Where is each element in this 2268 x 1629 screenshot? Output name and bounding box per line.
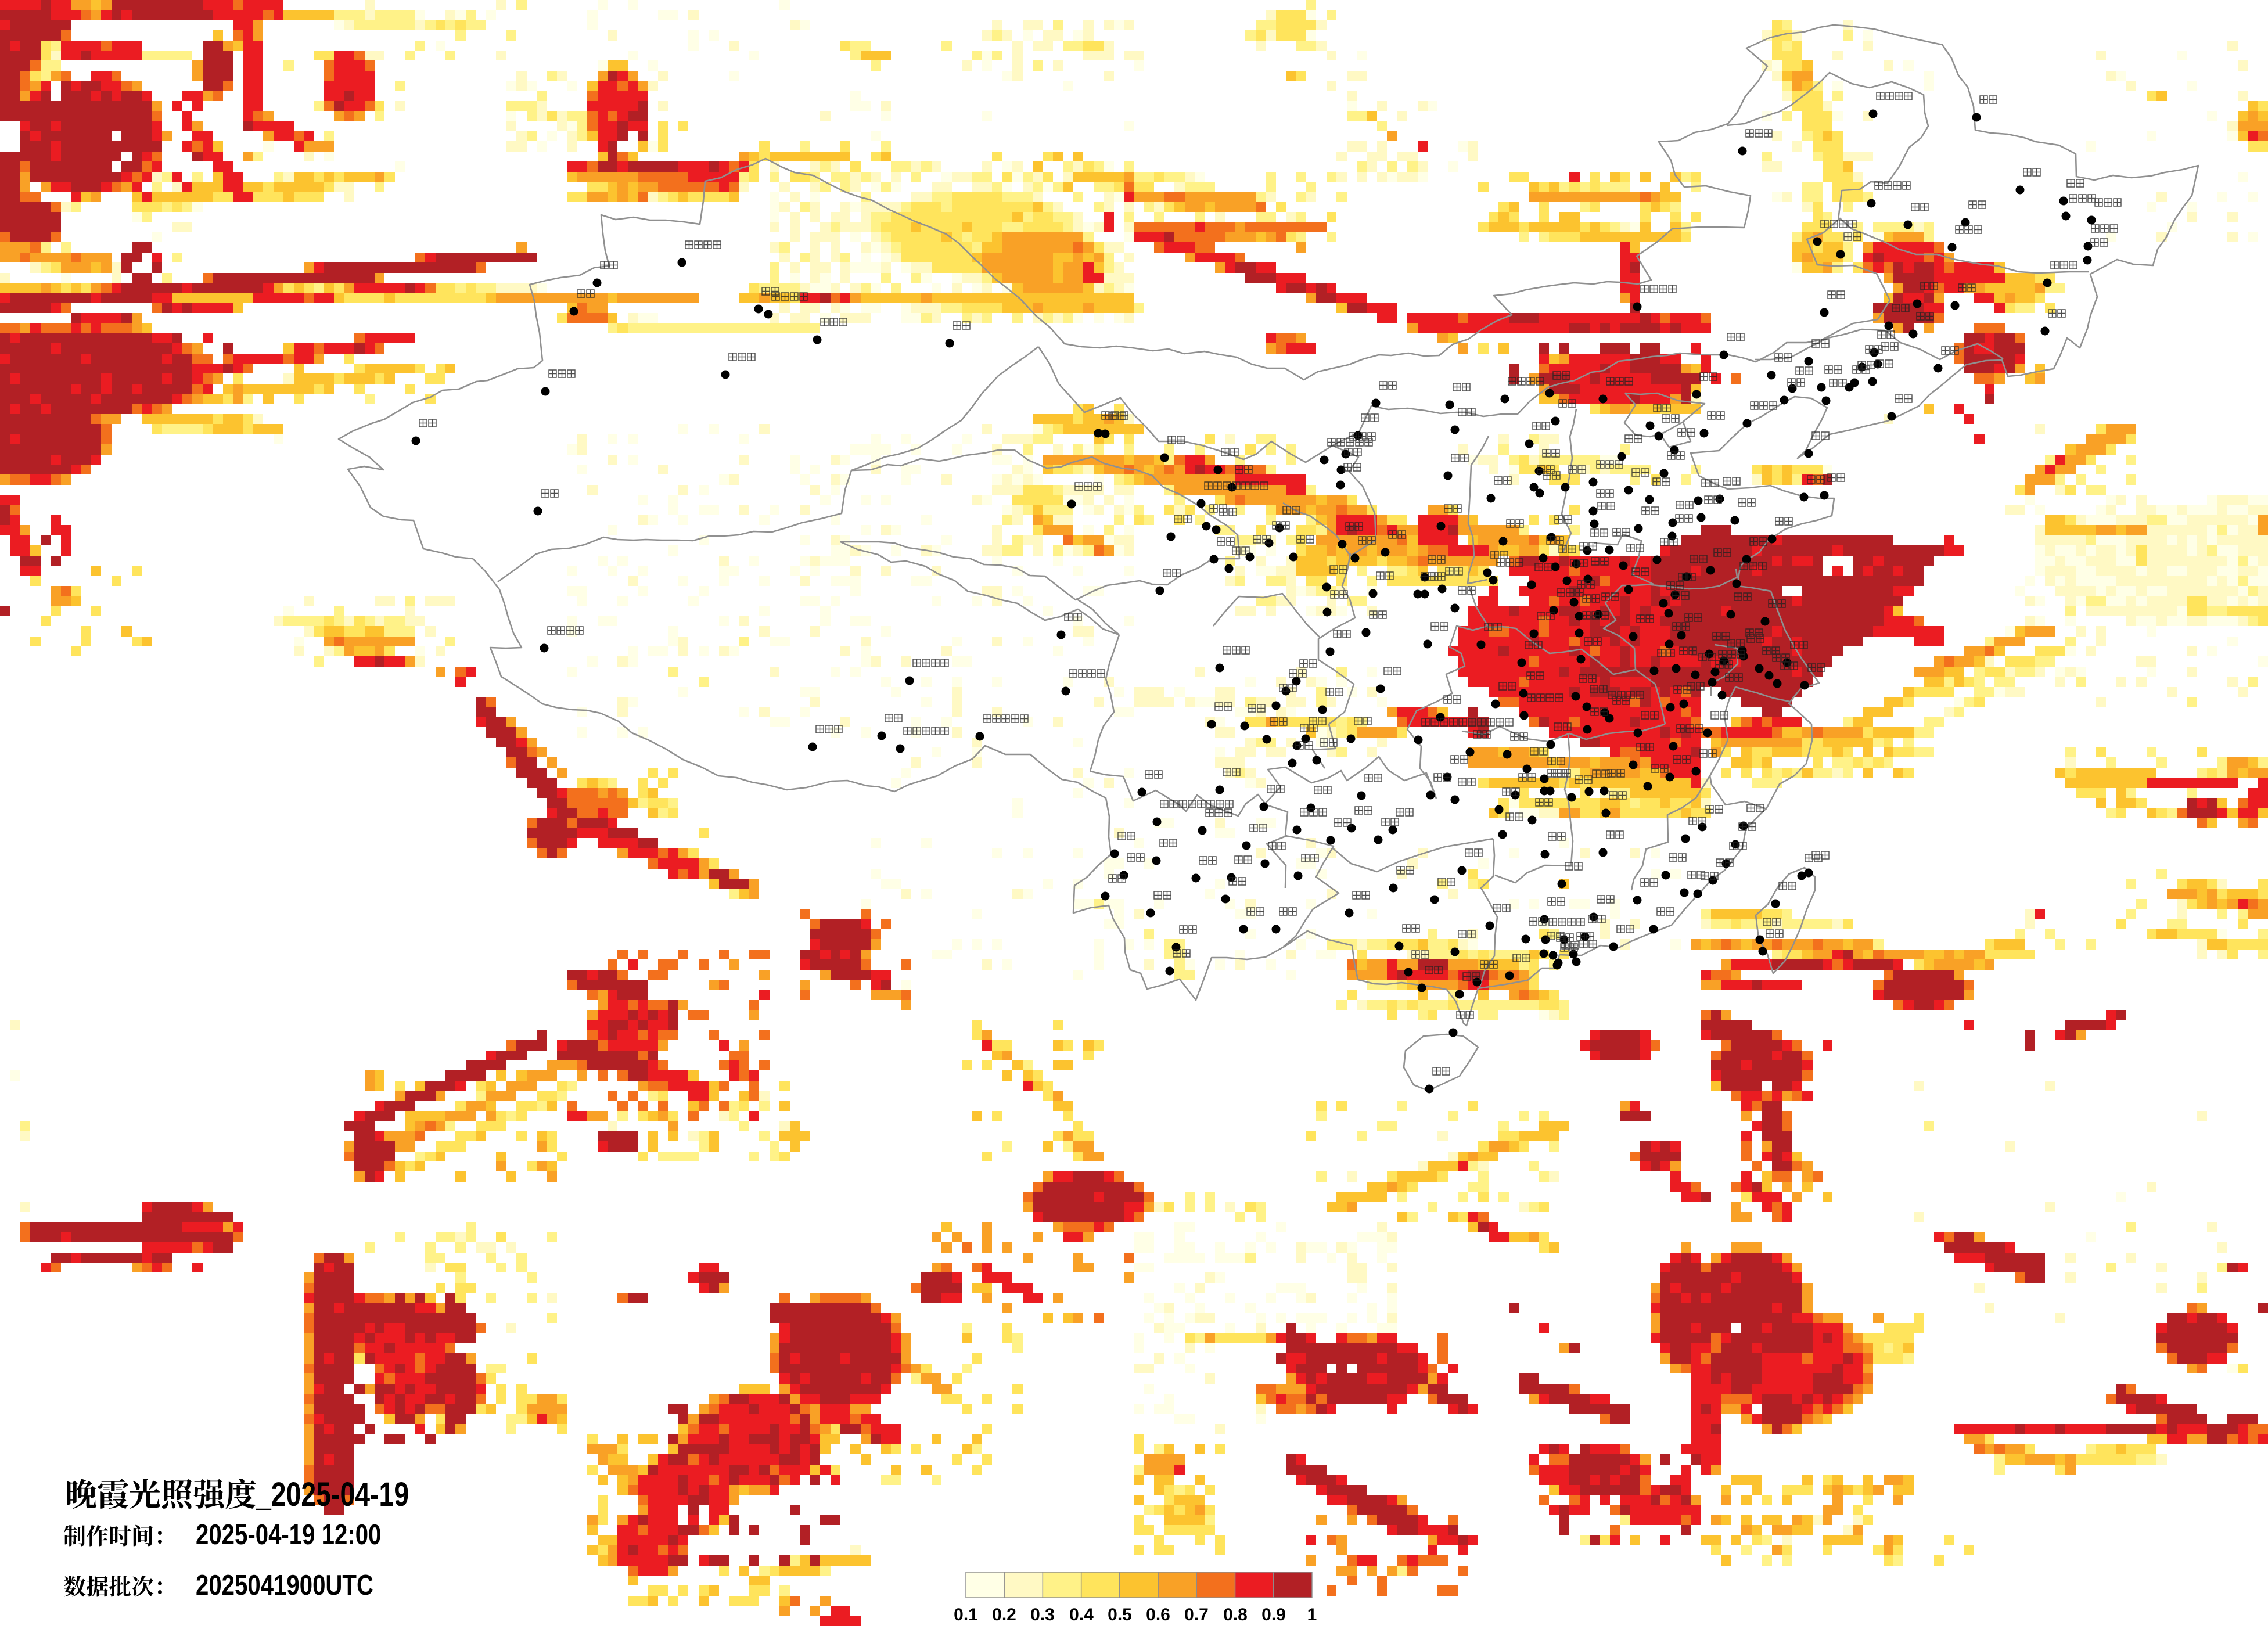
svg-text:0.3: 0.3 [1030,1605,1055,1624]
svg-text:0.6: 0.6 [1146,1605,1170,1624]
svg-text:_2025-04-19: _2025-04-19 [256,1476,409,1513]
svg-text:0.2: 0.2 [992,1605,1016,1624]
svg-text:0.8: 0.8 [1223,1605,1248,1624]
svg-text:1: 1 [1307,1605,1317,1624]
svg-text:0.5: 0.5 [1108,1605,1132,1624]
svg-text:0.7: 0.7 [1184,1605,1209,1624]
svg-text:0.4: 0.4 [1069,1605,1094,1624]
svg-text:0.1: 0.1 [954,1605,978,1624]
svg-text:2025-04-19 12:00: 2025-04-19 12:00 [196,1519,381,1551]
svg-text:0.9: 0.9 [1261,1605,1286,1624]
svg-text:2025041900UTC: 2025041900UTC [196,1569,373,1601]
